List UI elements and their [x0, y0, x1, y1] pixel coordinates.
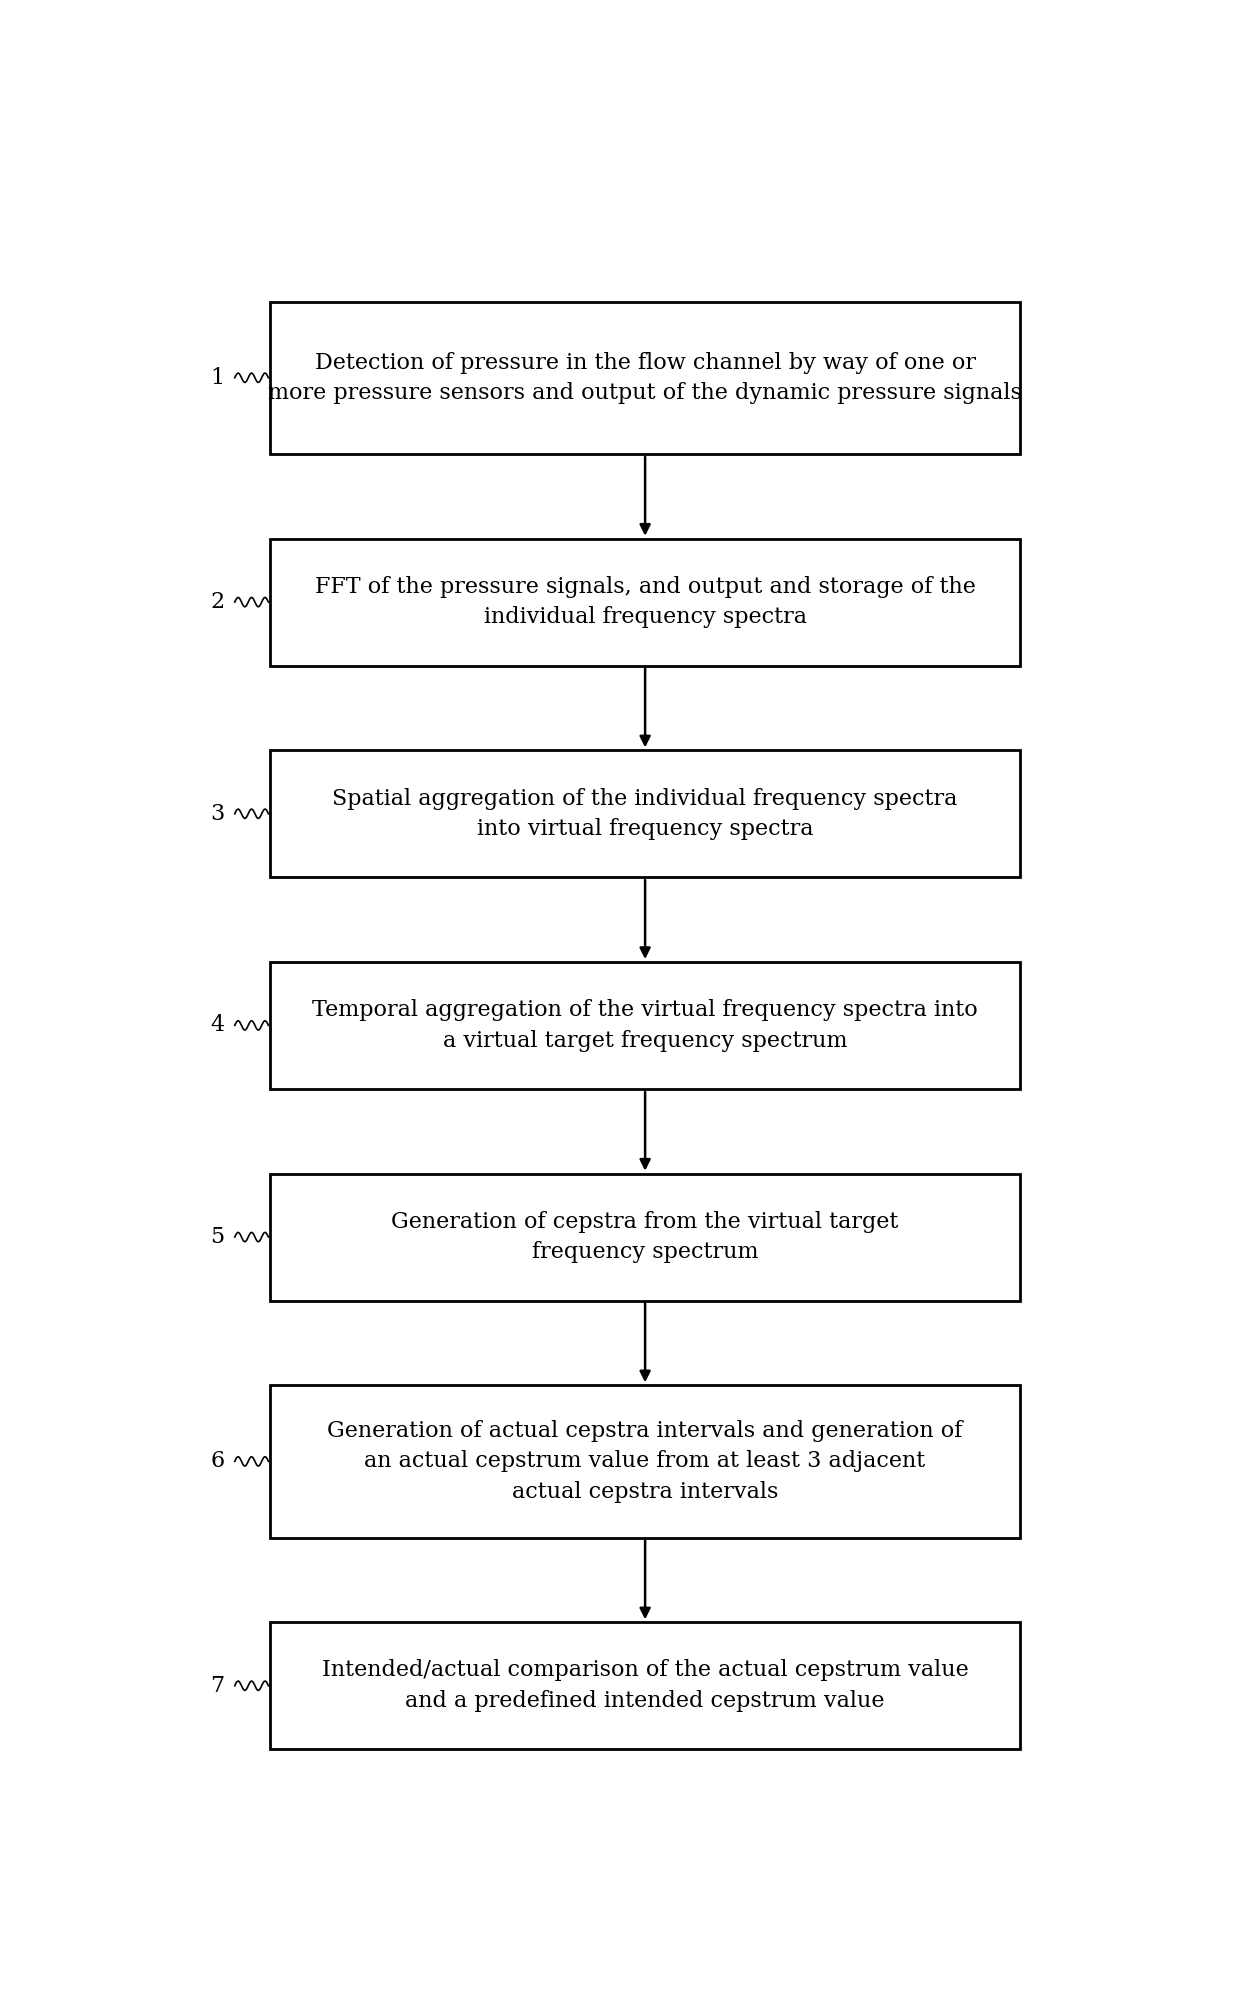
Text: 7: 7: [211, 1674, 224, 1696]
Text: Spatial aggregation of the individual frequency spectra
into virtual frequency s: Spatial aggregation of the individual fr…: [332, 788, 957, 840]
Text: Temporal aggregation of the virtual frequency spectra into
a virtual target freq: Temporal aggregation of the virtual freq…: [312, 1000, 978, 1052]
Bar: [270, 962, 1021, 1088]
Bar: [270, 1386, 1021, 1538]
Text: Detection of pressure in the flow channel by way of one or
more pressure sensors: Detection of pressure in the flow channe…: [268, 352, 1022, 404]
Text: Generation of cepstra from the virtual target
frequency spectrum: Generation of cepstra from the virtual t…: [392, 1210, 899, 1264]
Bar: [270, 750, 1021, 878]
Text: 5: 5: [211, 1226, 224, 1248]
Bar: [270, 302, 1021, 454]
Bar: [270, 1622, 1021, 1750]
Text: Generation of actual cepstra intervals and generation of
an actual cepstrum valu: Generation of actual cepstra intervals a…: [327, 1420, 962, 1502]
Text: 1: 1: [211, 366, 224, 388]
Text: 3: 3: [211, 802, 224, 824]
Text: 6: 6: [211, 1450, 224, 1472]
Text: Intended/actual comparison of the actual cepstrum value
and a predefined intende: Intended/actual comparison of the actual…: [321, 1660, 968, 1712]
Bar: [270, 538, 1021, 666]
Text: 2: 2: [211, 592, 224, 614]
Bar: [270, 1174, 1021, 1300]
Text: 4: 4: [211, 1014, 224, 1036]
Text: FFT of the pressure signals, and output and storage of the
individual frequency : FFT of the pressure signals, and output …: [315, 576, 976, 628]
